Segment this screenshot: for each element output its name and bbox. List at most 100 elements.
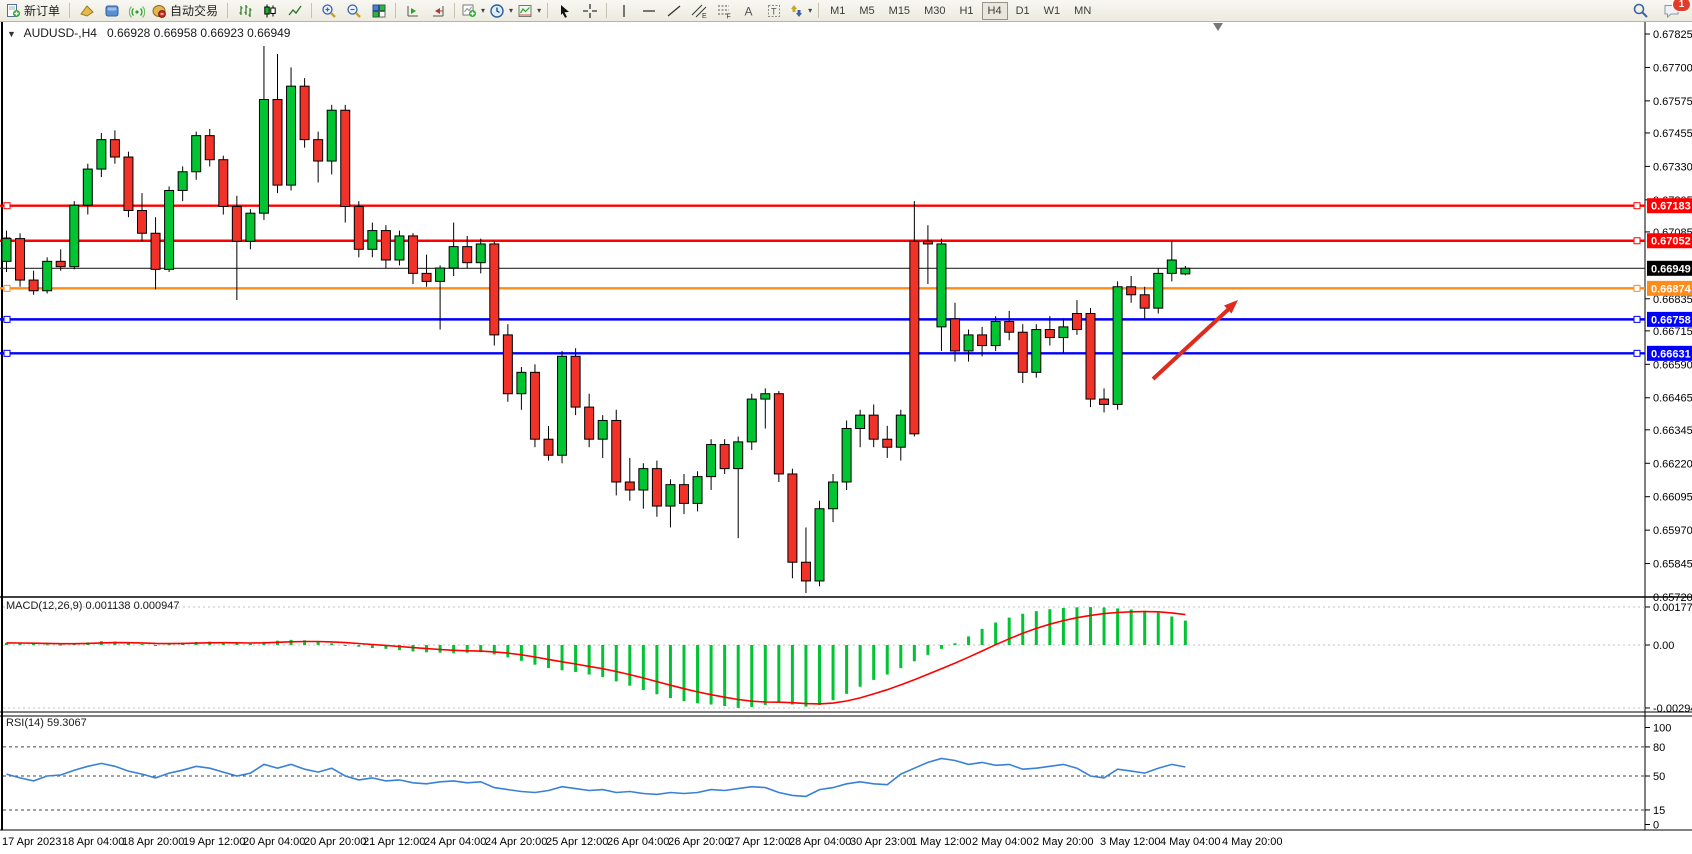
candle (394, 235, 405, 261)
chart-wizard-button[interactable] (74, 1, 99, 21)
time-axis-label: 3 May 12:00 (1100, 836, 1161, 848)
equidistant-channel-button[interactable]: E (686, 1, 711, 21)
zoom-in-button[interactable] (316, 1, 341, 21)
signals-button[interactable] (124, 1, 149, 21)
candle (258, 99, 269, 214)
rsi-level-label: 80 (1653, 742, 1665, 754)
timeframe-d1[interactable]: D1 (1015, 4, 1030, 17)
candle (706, 444, 717, 478)
timeframe-m1[interactable]: M1 (830, 4, 846, 17)
price-line-tag-bg (1647, 311, 1692, 327)
time-axis-label: 21 Apr 12:00 (363, 836, 425, 848)
trendline-button[interactable] (661, 1, 686, 21)
search-icon (1633, 3, 1648, 18)
candlestick-series (1, 46, 1191, 593)
arrow-objects-icon (791, 4, 803, 17)
svg-text:E: E (702, 13, 707, 19)
line-chart-button[interactable] (282, 1, 307, 21)
equidistant-channel-icon: E (691, 4, 707, 19)
trend-arrow-line (1151, 304, 1234, 381)
periods-dropdown-caret: ▾ (509, 6, 514, 15)
candle (150, 232, 161, 270)
price-tick-label: 0.66095 (1653, 492, 1692, 504)
market-watch-button[interactable] (99, 1, 124, 21)
candle (719, 444, 730, 470)
bar-chart-button[interactable] (232, 1, 257, 21)
line-handle[interactable] (3, 349, 11, 357)
candle (231, 206, 242, 242)
timeframe-m15[interactable]: M15 (888, 4, 911, 17)
fibonacci-button[interactable]: F (711, 1, 736, 21)
timeframe-mn[interactable]: MN (1074, 4, 1092, 17)
cursor-button[interactable] (552, 1, 577, 21)
timeframe-w1[interactable]: W1 (1043, 4, 1061, 17)
tile-windows-icon (372, 4, 386, 17)
candle (1031, 329, 1042, 373)
candle (421, 272, 432, 282)
vertical-line-button[interactable] (611, 1, 636, 21)
search-button[interactable] (1628, 1, 1653, 21)
chart-shift-button[interactable] (425, 1, 450, 21)
candle (177, 171, 188, 191)
rsi-level-label: 50 (1653, 771, 1665, 783)
price-tick-label: 0.65720 (1653, 592, 1692, 604)
line-handle[interactable] (3, 284, 11, 292)
text-button[interactable]: A (736, 1, 761, 21)
time-axis-label: 24 Apr 04:00 (424, 836, 486, 848)
timeframe-h1[interactable]: H1 (959, 4, 974, 17)
candle (665, 484, 676, 507)
new-order-button[interactable]: 新订单 (3, 1, 65, 21)
price-tick-label: 0.67575 (1653, 96, 1692, 108)
time-axis-label: 20 Apr 20:00 (304, 836, 366, 848)
line-handle[interactable] (1633, 315, 1641, 323)
indicators-button[interactable]: ▾ (459, 1, 487, 21)
templates-button[interactable]: ▾ (515, 1, 543, 21)
timeframe-m30[interactable]: M30 (924, 4, 946, 17)
line-handle[interactable] (3, 202, 11, 210)
line-handle[interactable] (1633, 237, 1641, 245)
tile-windows-button[interactable] (366, 1, 391, 21)
candle (1180, 267, 1191, 275)
line-handle[interactable] (1633, 349, 1641, 357)
candlestick-chart-button[interactable] (257, 1, 282, 21)
timeframe-h4[interactable]: H4 (981, 1, 1008, 20)
line-handle[interactable] (1633, 284, 1641, 292)
arrows-button[interactable]: ▾ (786, 1, 814, 21)
rsi-line (6, 757, 1186, 798)
autotrading-button[interactable]: 自动交易 (149, 1, 223, 21)
candle (746, 398, 757, 443)
notifications-button[interactable]: 1 (1659, 0, 1691, 21)
templates-dropdown-caret: ▾ (537, 6, 542, 15)
time-axis-label: 30 Apr 23:00 (850, 836, 912, 848)
cursor-icon (560, 4, 569, 18)
text-label-button[interactable]: T (761, 1, 786, 21)
periods-button[interactable]: ▾ (487, 1, 515, 21)
time-axis-label: 26 Apr 04:00 (607, 836, 669, 848)
time-axis-label: 28 Apr 04:00 (789, 836, 851, 848)
candle (557, 355, 568, 456)
line-handle[interactable] (3, 315, 11, 323)
candle (1112, 286, 1123, 405)
price-line-tag: 0.66631 (1651, 348, 1691, 360)
candle (96, 139, 107, 170)
candle (1, 238, 12, 262)
auto-scroll-button[interactable] (400, 1, 425, 21)
svg-text:F: F (726, 13, 730, 19)
toolbar-separator (818, 3, 820, 18)
zoom-out-button[interactable] (341, 1, 366, 21)
chart-shift-marker[interactable] (1213, 23, 1223, 31)
time-axis-label: 26 Apr 20:00 (668, 836, 730, 848)
line-handle[interactable] (1633, 202, 1641, 210)
chart-wizard-icon (79, 4, 94, 17)
one-click-trading-arrow-icon[interactable]: ▼ (7, 29, 16, 39)
candle (109, 139, 120, 158)
horizontal-line-button[interactable] (636, 1, 661, 21)
candle (164, 189, 175, 270)
candle (1017, 331, 1028, 373)
candle (272, 99, 283, 186)
timeframe-m5[interactable]: M5 (859, 4, 875, 17)
market-watch-icon (105, 5, 119, 16)
crosshair-button[interactable] (577, 1, 602, 21)
candle (475, 243, 486, 264)
